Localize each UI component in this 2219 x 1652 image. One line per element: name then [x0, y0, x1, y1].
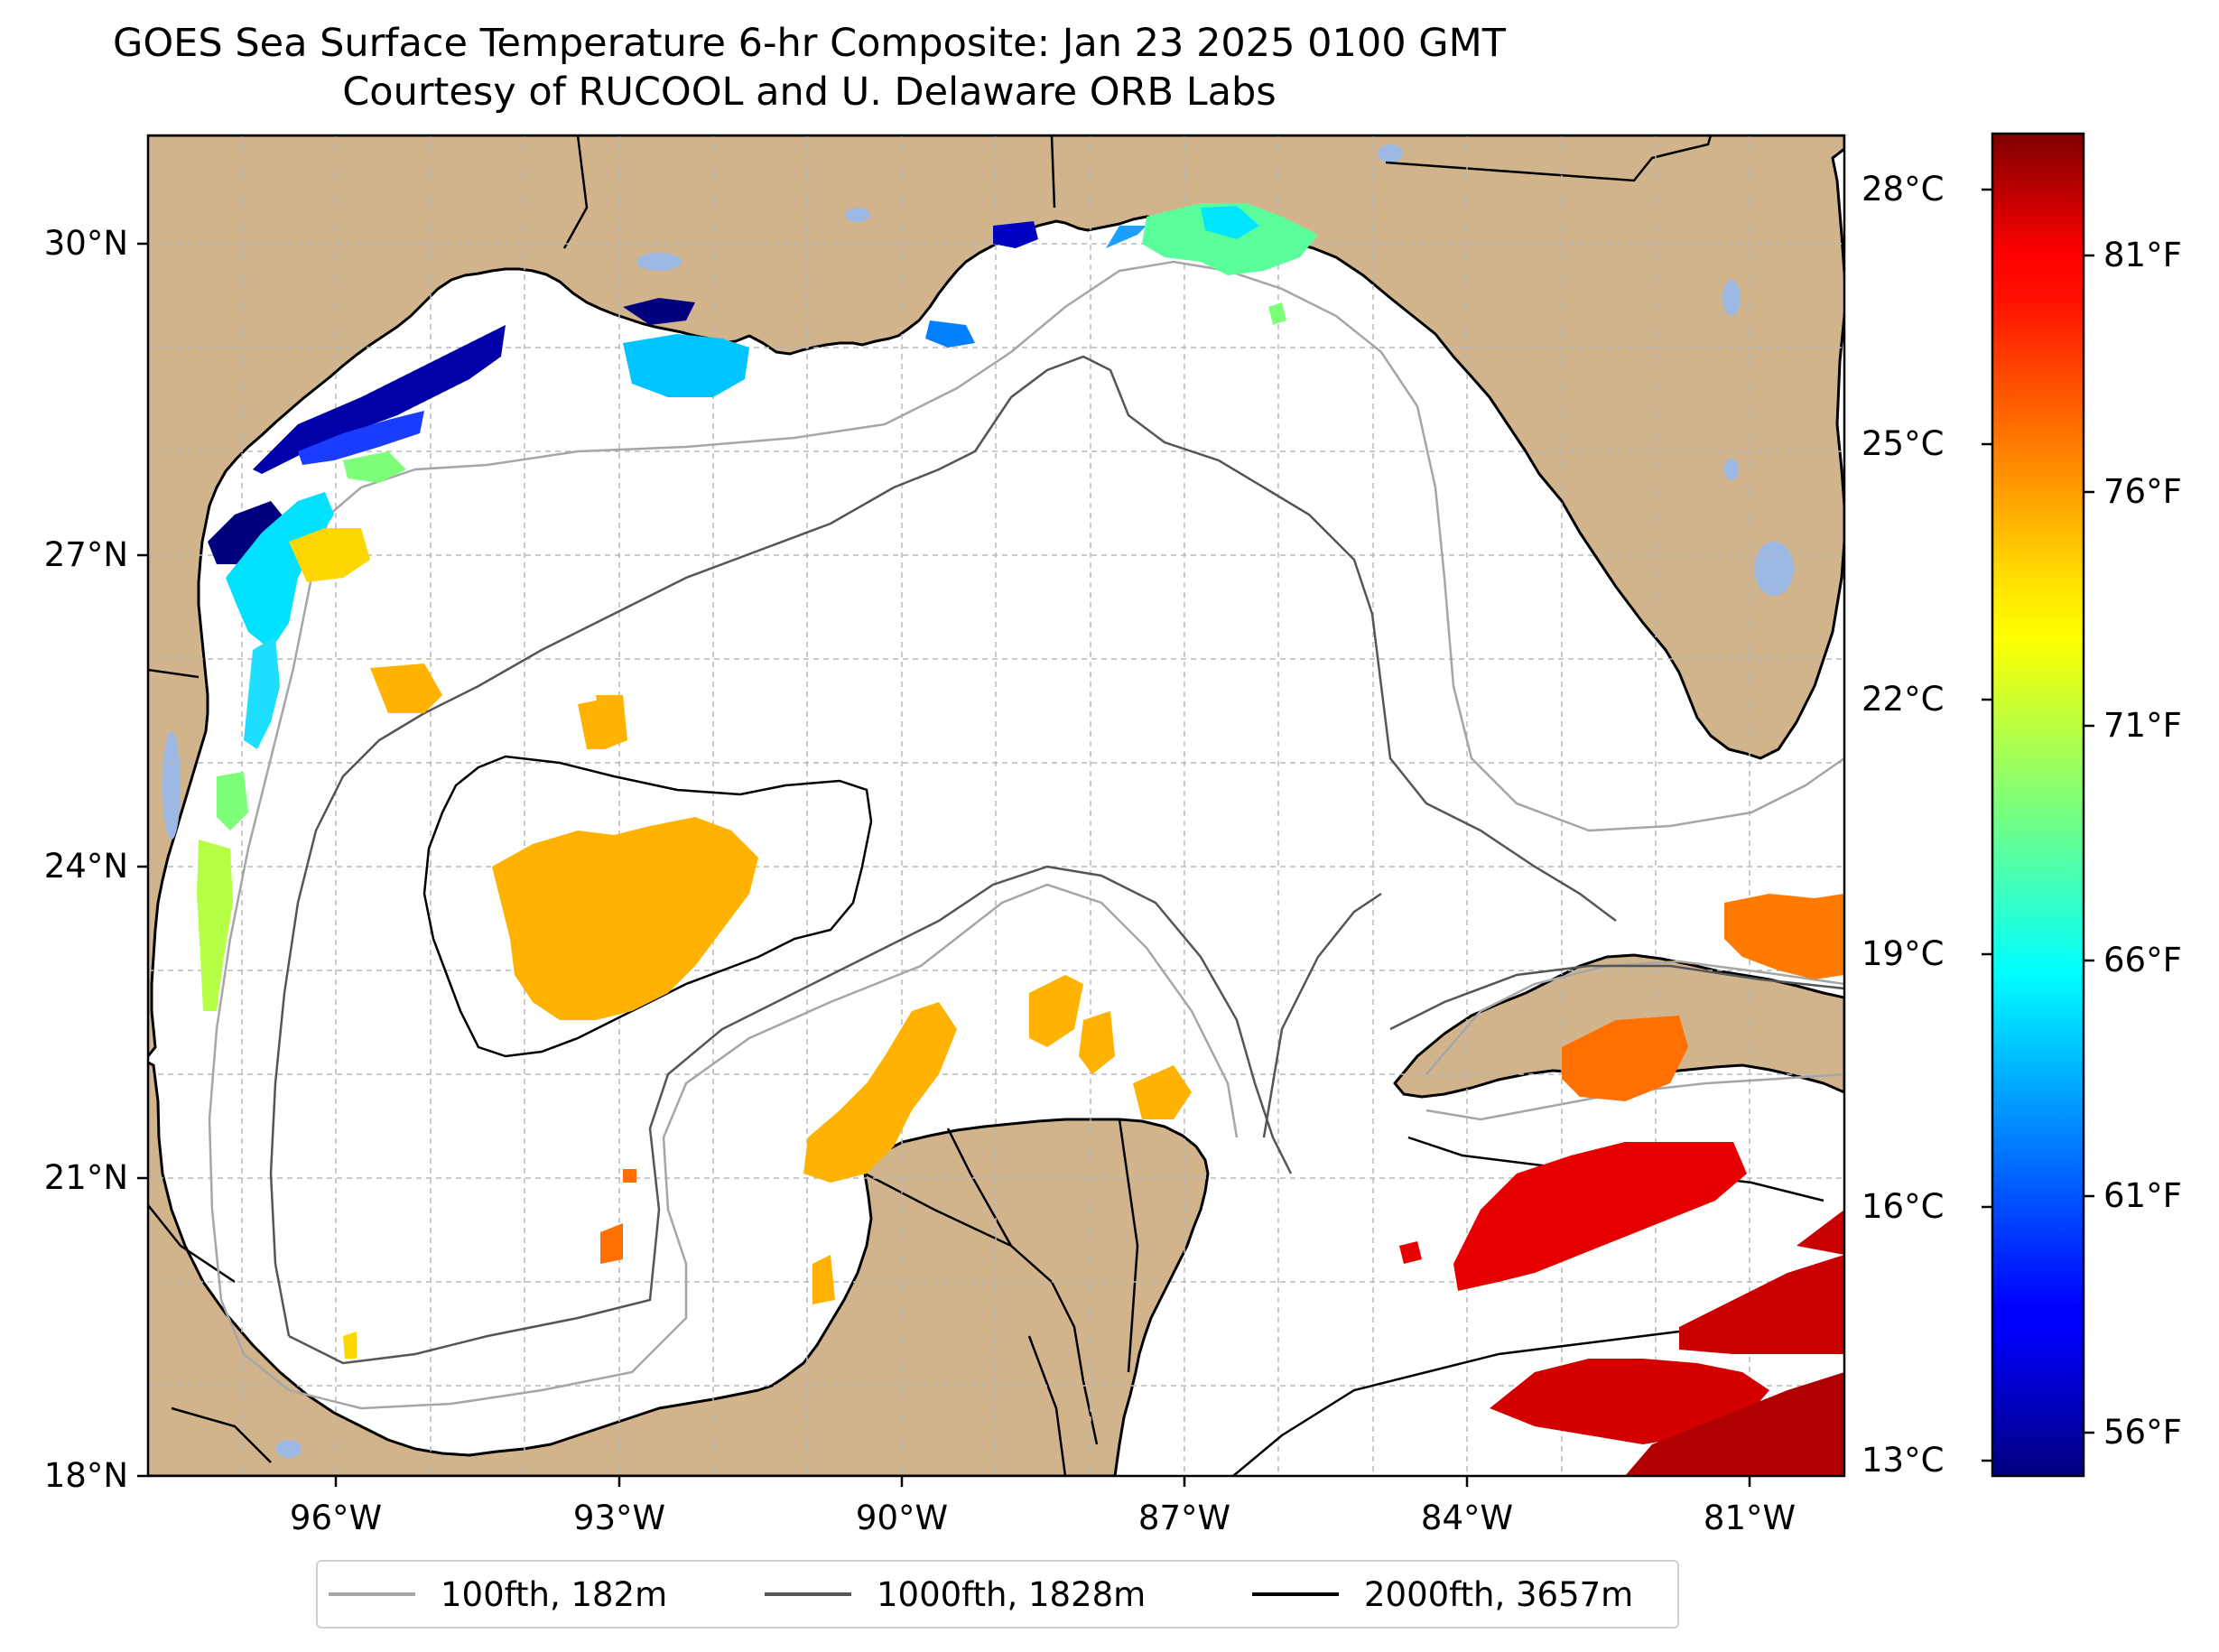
- colorbar-label-66f: 66°F: [2103, 941, 2182, 979]
- lat-label-18n: 18°N: [43, 1456, 128, 1495]
- colorbar-label-81f: 81°F: [2103, 236, 2182, 274]
- lon-label-90w: 90°W: [855, 1499, 949, 1537]
- colorbar-label-71f: 71°F: [2103, 706, 2182, 745]
- colorbar-label-25c: 25°C: [1862, 424, 1945, 463]
- legend-item-100fth: 100fth, 182m: [329, 1562, 667, 1627]
- colorbar-label-61f: 61°F: [2103, 1176, 2182, 1215]
- legend-label-2000fth: 2000fth, 3657m: [1364, 1574, 1634, 1614]
- lakes: [162, 144, 1794, 1458]
- lat-label-30n: 30°N: [43, 224, 128, 263]
- lat-label-21n: 21°N: [43, 1158, 128, 1197]
- legend-label-1000fth: 1000fth, 1828m: [877, 1574, 1147, 1614]
- colorbar-label-28c: 28°C: [1862, 170, 1945, 209]
- isobath-1000fth: [269, 355, 1844, 1365]
- sst-data: [197, 203, 1844, 1476]
- lat-label-27n: 27°N: [43, 535, 128, 574]
- lon-label-81w: 81°W: [1703, 1499, 1797, 1537]
- legend-line-100fth: [329, 1592, 415, 1596]
- colorbar-label-56f: 56°F: [2103, 1413, 2182, 1452]
- lon-label-84w: 84°W: [1420, 1499, 1514, 1537]
- colorbar-label-19c: 19°C: [1862, 934, 1945, 973]
- colorbar: [1991, 132, 2085, 1478]
- legend-item-2000fth: 2000fth, 3657m: [1252, 1562, 1633, 1627]
- map-title: GOES Sea Surface Temperature 6-hr Compos…: [113, 21, 1506, 66]
- colorbar-label-16c: 16°C: [1862, 1187, 1945, 1226]
- colorbar-label-76f: 76°F: [2103, 472, 2182, 511]
- isobath-legend: 100fth, 182m 1000fth, 1828m 2000fth, 365…: [316, 1560, 1679, 1629]
- legend-item-1000fth: 1000fth, 1828m: [765, 1562, 1146, 1627]
- legend-line-1000fth: [765, 1592, 851, 1596]
- lon-label-93w: 93°W: [572, 1499, 666, 1537]
- map-frame: [146, 134, 1846, 1478]
- colorbar-label-22c: 22°C: [1862, 680, 1945, 719]
- colorbar-ticks: [1982, 188, 2094, 1462]
- lon-label-87w: 87°W: [1137, 1499, 1231, 1537]
- lon-label-96w: 96°W: [289, 1499, 383, 1537]
- legend-line-2000fth: [1252, 1592, 1339, 1596]
- legend-label-100fth: 100fth, 182m: [441, 1574, 668, 1614]
- lat-ticks: [137, 242, 148, 1478]
- borders: [148, 135, 1713, 1476]
- lat-label-24n: 24°N: [43, 847, 128, 886]
- map-subtitle: Courtesy of RUCOOL and U. Delaware ORB L…: [342, 70, 1277, 115]
- colorbar-label-13c: 13°C: [1862, 1441, 1945, 1480]
- lon-ticks: [334, 1476, 1751, 1487]
